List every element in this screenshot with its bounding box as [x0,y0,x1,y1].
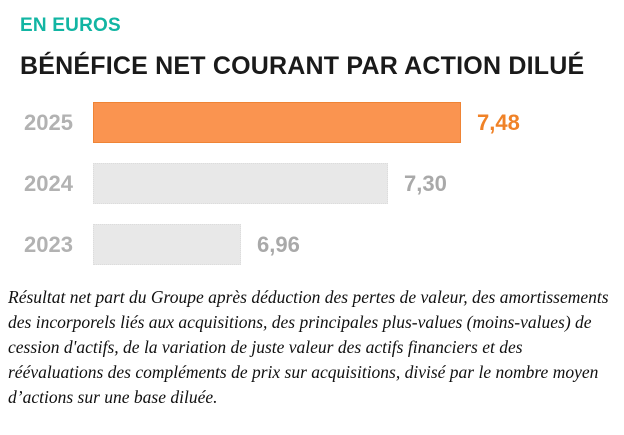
chart-unit-label: EN EUROS [20,15,121,36]
year-label-2023: 2023 [24,231,73,257]
bar-row-2024: 2024 7,30 [0,163,624,204]
value-label-2024: 7,30 [404,170,447,196]
footnote: Résultat net part du Groupe après déduct… [8,287,609,407]
bar-2025 [93,102,461,143]
chart-card: EN EUROS BÉNÉFICE NET COURANT PAR ACTION… [0,14,624,435]
bar-2024 [93,163,388,204]
chart-title: BÉNÉFICE NET COURANT PAR ACTION DILUÉ [20,52,585,80]
year-label-2025: 2025 [24,109,73,135]
bar-row-2025: 2025 7,48 [0,102,624,143]
bar-chart: 2025 7,48 2024 7,30 2023 6,96 [0,102,624,265]
bar-row-2023: 2023 6,96 [0,224,624,265]
bar-2023 [93,224,241,265]
value-label-2023: 6,96 [257,231,300,257]
value-label-2025: 7,48 [477,109,520,135]
year-label-2024: 2024 [24,170,73,196]
